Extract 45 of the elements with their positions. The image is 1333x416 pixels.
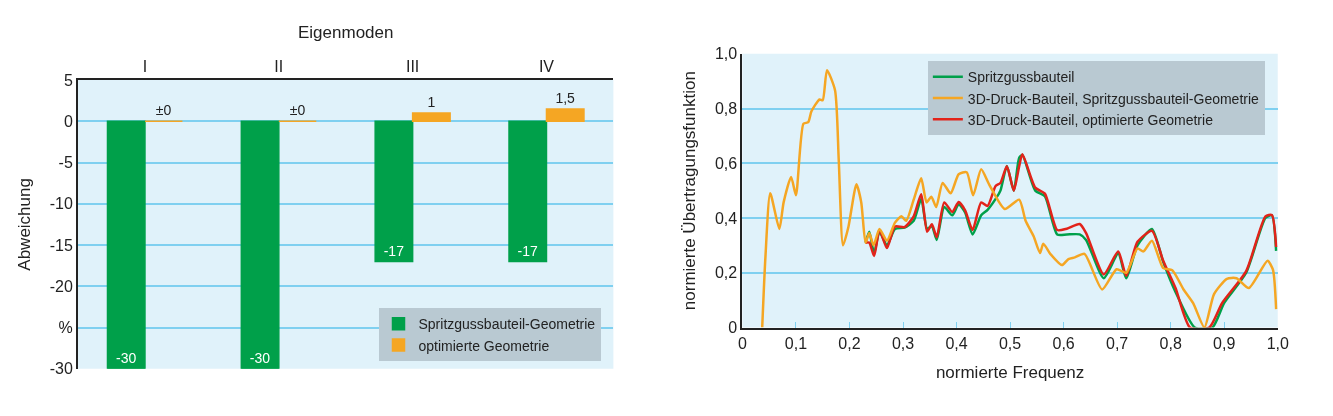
legend-label: optimierte Geometrie bbox=[418, 337, 550, 354]
y-tick-label: 0 bbox=[728, 319, 738, 337]
data-label: -30 bbox=[249, 349, 271, 366]
x-tick-label: I bbox=[142, 57, 148, 75]
x-axis-title: normierte Frequenz bbox=[935, 362, 1085, 382]
y-tick-label: 0,6 bbox=[714, 154, 738, 172]
y-tick-label: 1,0 bbox=[714, 45, 738, 63]
x-axis-title: Eigenmoden bbox=[297, 22, 394, 42]
y-tick-label: -15 bbox=[49, 236, 73, 254]
y-tick-label: -30 bbox=[49, 360, 73, 378]
x-tick-label: 0,9 bbox=[1213, 334, 1236, 352]
x-tick-label: IV bbox=[538, 57, 555, 75]
data-label: 1 bbox=[427, 94, 436, 110]
data-label: ±0 bbox=[155, 102, 172, 119]
x-tick-label: 0,7 bbox=[1106, 334, 1129, 352]
x-tick-label: 0,3 bbox=[891, 334, 915, 352]
x-tick-label: 0,8 bbox=[1159, 334, 1182, 352]
data-label: -17 bbox=[383, 242, 405, 259]
data-label: 1,5 bbox=[555, 89, 576, 106]
legend-label: 3D-Druck-Bauteil, Spritzgussbauteil-Geometrie bbox=[967, 90, 1260, 107]
x-tick-label: 0,5 bbox=[998, 334, 1022, 352]
y-tick-label: 0,4 bbox=[714, 209, 738, 227]
y-axis-title: normierte Übertragungsfunktion bbox=[680, 71, 699, 311]
legend-label: 3D-Druck-Bauteil, optimierte Geometrie bbox=[967, 111, 1214, 128]
y-tick-label: -10 bbox=[49, 195, 73, 213]
y-tick-label: % bbox=[58, 319, 73, 337]
data-label: -30 bbox=[116, 349, 137, 366]
x-tick-label: 0,1 bbox=[784, 334, 808, 352]
y-tick-label: -20 bbox=[49, 277, 73, 295]
legend-label: Spritzgussbauteil-Geometrie bbox=[418, 316, 596, 333]
y-tick-label: -5 bbox=[58, 154, 73, 172]
legend-label: Spritzgussbauteil bbox=[967, 69, 1075, 86]
y-tick-label: 0 bbox=[63, 112, 73, 130]
x-tick-label: 0,6 bbox=[1052, 334, 1075, 352]
x-tick-label: 0,4 bbox=[945, 334, 968, 352]
x-tick-label: II bbox=[274, 57, 284, 75]
x-tick-label: III bbox=[405, 57, 420, 75]
x-tick-label: 1,0 bbox=[1266, 334, 1289, 352]
data-label: ±0 bbox=[289, 102, 306, 119]
data-label: -17 bbox=[517, 242, 538, 259]
y-tick-label: 0,2 bbox=[714, 264, 738, 282]
x-tick-label: 0,2 bbox=[838, 334, 861, 352]
y-tick-label: 0,8 bbox=[714, 100, 738, 118]
y-tick-label: 5 bbox=[63, 71, 73, 89]
y-axis-title: Abweichung bbox=[14, 178, 34, 271]
